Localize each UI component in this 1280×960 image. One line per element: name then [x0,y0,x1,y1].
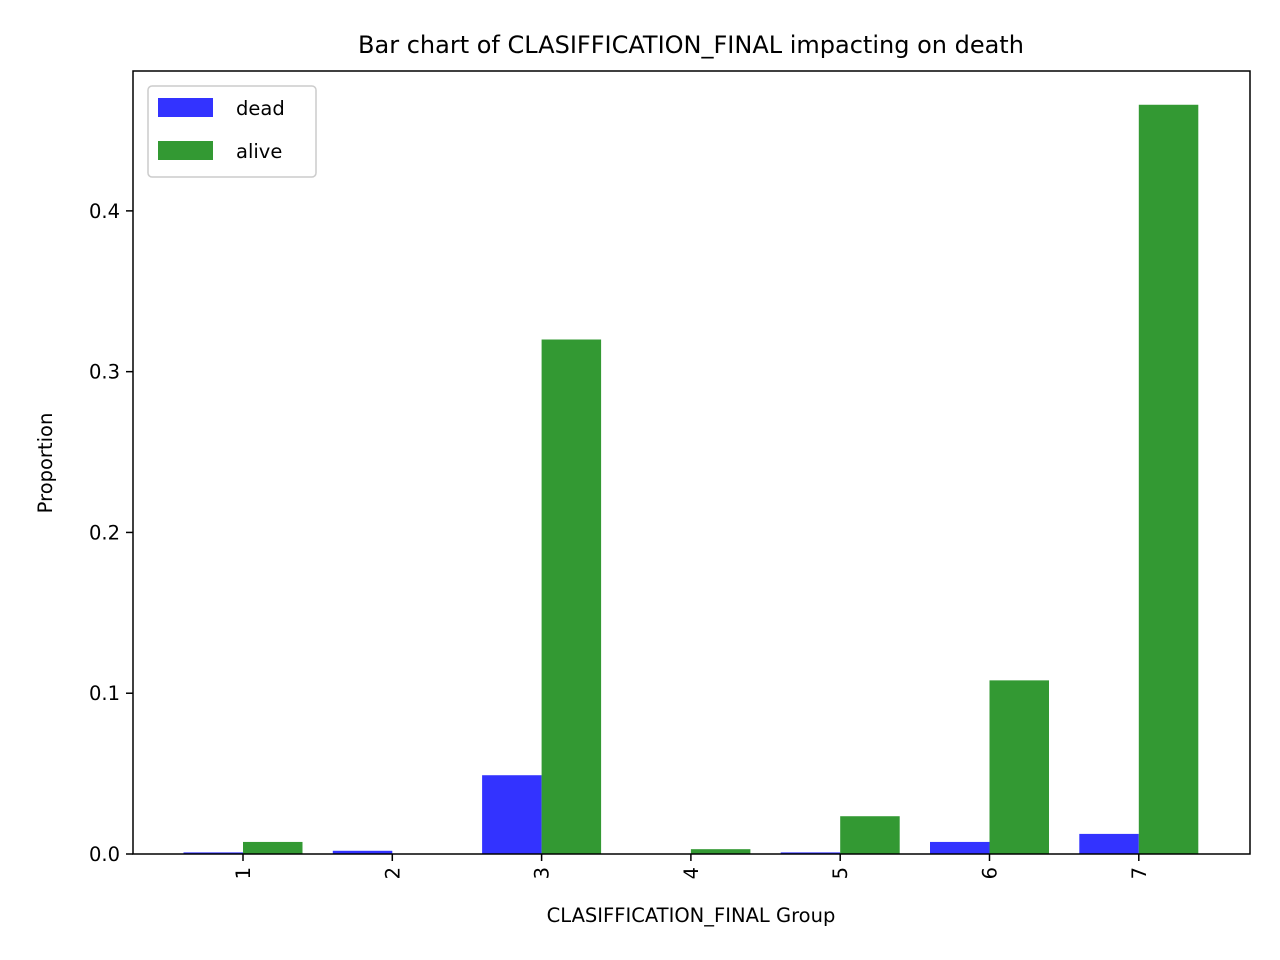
bars-layer [183,104,1199,854]
bar-alive-6 [989,680,1049,854]
y-axis: 0.0 0.1 0.2 0.3 0.4 [89,200,133,866]
y-tick-label: 0.0 [89,843,120,866]
bar-dead-5 [780,852,841,854]
bar-dead-3 [482,775,542,854]
y-tick-label: 0.3 [89,361,120,384]
legend-swatch-dead [158,98,213,117]
bar-dead-7 [1079,833,1139,854]
bar-dead-2 [332,850,393,854]
x-axis: 1 2 3 4 5 6 7 [232,854,1151,879]
plot-frame [132,70,1251,855]
y-tick-label: 0.2 [89,521,120,544]
bar-alive-3 [541,339,602,854]
legend-label-dead: dead [236,97,285,120]
bar-alive-7 [1138,104,1199,854]
x-tick-label: 4 [680,867,703,879]
legend-label-alive: alive [236,140,282,163]
bar-alive-4 [690,849,751,854]
bar-dead-1 [183,852,243,854]
x-axis-label: CLASIFFICATION_FINAL Group [547,904,836,927]
bar-alive-1 [243,841,303,854]
bar-alive-5 [840,816,900,854]
bar-dead-6 [930,841,990,854]
y-tick-label: 0.1 [89,682,120,705]
legend: dead alive [147,85,317,178]
x-tick-label: 7 [1128,867,1151,879]
x-tick-label: 1 [232,867,255,879]
chart-title: Bar chart of CLASIFFICATION_FINAL impact… [358,31,1024,59]
y-axis-label: Proportion [34,413,57,514]
x-tick-label: 2 [381,867,404,879]
x-tick-label: 6 [979,867,1002,879]
legend-swatch-alive [158,141,213,160]
x-tick-label: 3 [531,867,554,879]
y-tick-label: 0.4 [89,200,120,223]
x-tick-label: 5 [829,867,852,879]
